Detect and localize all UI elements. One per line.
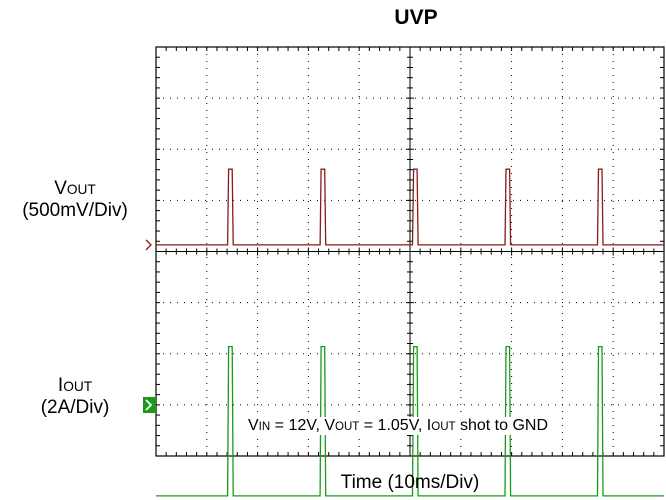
vout-label-sub: OUT [66, 182, 96, 197]
iout-label-name: I [57, 375, 64, 396]
x-axis-label: Time (10ms/Div) [340, 472, 480, 493]
note-iout-value: shot to GND [455, 417, 549, 434]
vout-trace [156, 168, 664, 246]
iout-label-scale: (2A/Div) [40, 397, 110, 418]
note-iout-name: I [426, 417, 432, 434]
vout-axis-label: VOUT (500mV/Div) [0, 178, 150, 222]
note-iout-sub: OUT [431, 421, 456, 433]
note-vin-value: = 12V, [270, 417, 325, 434]
vout-label-name: V [54, 178, 67, 199]
note-vin-name: V [248, 417, 259, 434]
note-vin-sub: IN [258, 421, 271, 433]
iout-label-sub: OUT [63, 379, 93, 394]
iout-axis-label: IOUT (2A/Div) [0, 375, 150, 419]
chart-title: UVP [394, 6, 438, 29]
test-condition-note: VIN = 12V, VOUT = 1.05V, IOUT shot to GN… [246, 417, 551, 435]
iout-trace [156, 345, 664, 497]
note-vout-sub: OUT [335, 421, 360, 433]
note-vout-name: V [324, 417, 335, 434]
iout-channel-marker [143, 397, 156, 413]
note-vout-value: = 1.05V, [359, 417, 427, 434]
vout-channel-marker [145, 239, 152, 251]
grid [155, 46, 665, 457]
vout-label-scale: (500mV/Div) [22, 200, 128, 221]
